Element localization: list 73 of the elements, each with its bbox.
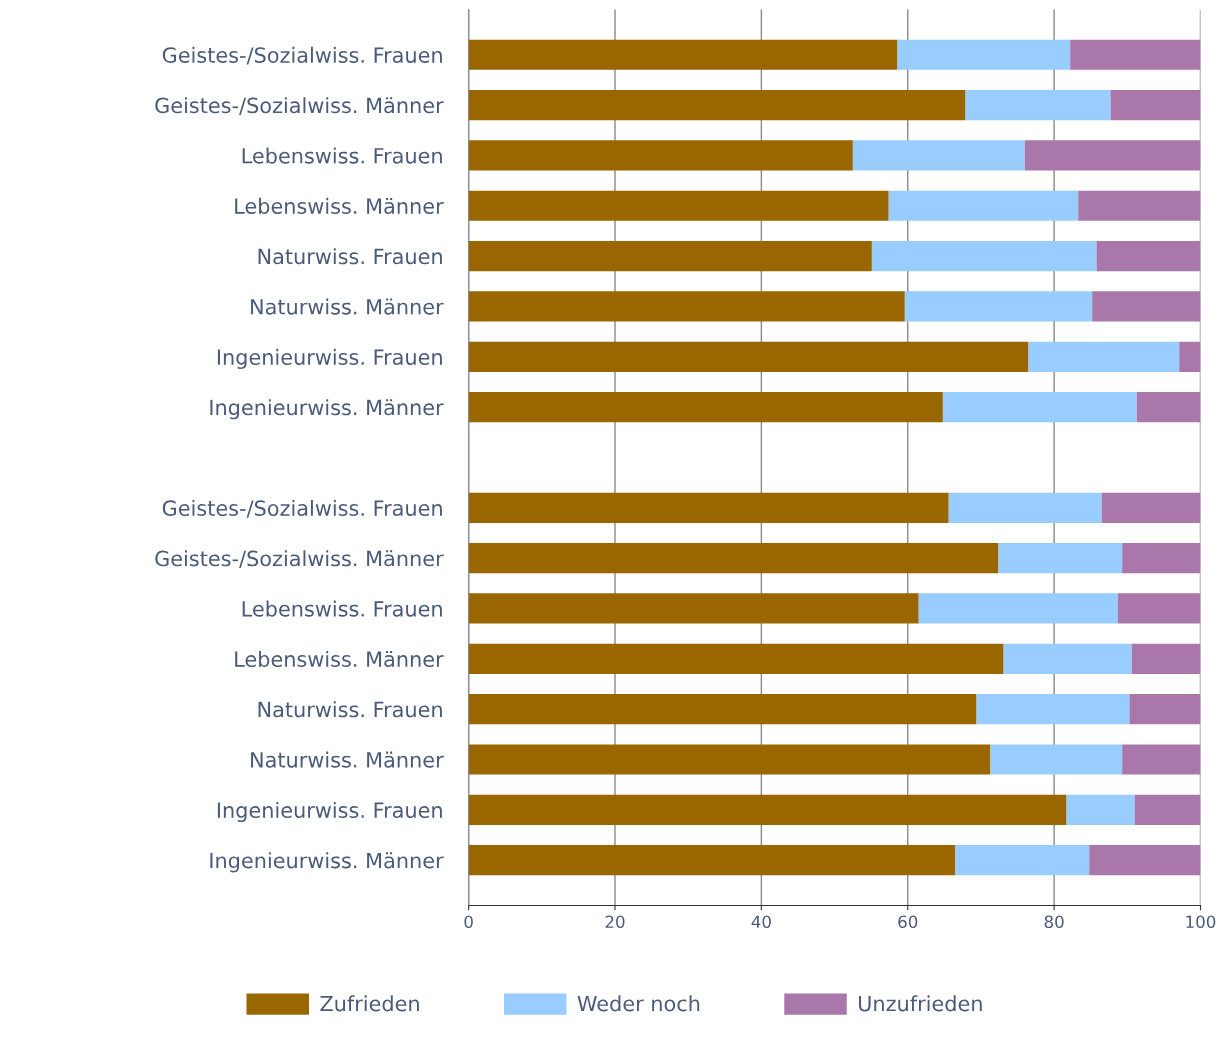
- bar: [888, 190, 1079, 221]
- y-tick-label: Ingenieurwiss. Frauen: [217, 801, 442, 823]
- bar: [904, 291, 1093, 322]
- x-tick-label: 0: [464, 915, 473, 929]
- bar: [468, 341, 1029, 372]
- bar: [468, 190, 889, 221]
- bar: [468, 140, 853, 171]
- bar: [468, 240, 872, 272]
- bar: [948, 492, 1102, 523]
- bar: [1024, 140, 1201, 171]
- y-tick-label: Geistes-/Sozialwiss. Frauen: [162, 46, 442, 65]
- y-tick-label: Ingenieurwiss. Männer: [210, 852, 444, 873]
- bar: [1179, 341, 1201, 372]
- y-tick-label: Geistes-/Sozialwiss. Männer: [155, 97, 444, 115]
- y-tick-label: Lebenswiss. Männer: [235, 197, 444, 214]
- bar: [1078, 190, 1201, 221]
- y-tick-label: Geistes-/Sozialwiss. Männer: [155, 550, 444, 568]
- bar: [976, 694, 1130, 725]
- bar: [1122, 744, 1201, 775]
- bar: [1136, 392, 1201, 423]
- bar: [1129, 694, 1201, 725]
- bar: [468, 543, 999, 574]
- y-tick-label: Geistes-/Sozialwiss. Frauen: [162, 499, 442, 518]
- x-tick-label: 60: [898, 915, 918, 929]
- bar: [918, 593, 1118, 624]
- bar: [1092, 291, 1201, 322]
- legend-label: Zufrieden: [320, 995, 419, 1012]
- legend-label: Weder noch: [577, 995, 700, 1012]
- y-tick-label: Lebenswiss. Männer: [235, 650, 444, 668]
- bar: [468, 492, 949, 523]
- bar: [1003, 643, 1132, 674]
- bar: [468, 89, 966, 121]
- bar: [1066, 794, 1135, 825]
- bar: [965, 89, 1111, 121]
- bar: [468, 643, 1004, 674]
- bar: [468, 794, 1067, 825]
- y-tick-label: Naturwiss. Männer: [251, 751, 444, 768]
- bar: [1096, 240, 1201, 272]
- bar: [852, 140, 1025, 171]
- x-tick-label: 80: [1044, 915, 1064, 929]
- bar: [468, 845, 956, 876]
- bar: [955, 845, 1090, 876]
- y-tick-label: Naturwiss. Frauen: [258, 248, 442, 265]
- bar: [998, 543, 1123, 574]
- y-tick-label: Ingenieurwiss. Frauen: [217, 348, 442, 370]
- x-tick-label: 100: [1186, 915, 1216, 929]
- legend-label: Unzufrieden: [858, 995, 982, 1012]
- x-tick-label: 40: [751, 915, 771, 929]
- bar: [1110, 89, 1201, 121]
- bar: [871, 240, 1097, 272]
- bar: [468, 291, 905, 322]
- bar: [468, 39, 898, 70]
- bar: [468, 744, 991, 775]
- bar: [990, 744, 1123, 775]
- bar: [942, 392, 1137, 423]
- bar: [468, 392, 943, 423]
- bar: [1134, 794, 1201, 825]
- bar: [468, 694, 977, 725]
- y-tick-label: Lebenswiss. Frauen: [242, 600, 442, 617]
- y-tick-label: Lebenswiss. Frauen: [242, 147, 442, 164]
- bar: [1028, 341, 1180, 372]
- bar: [1101, 492, 1201, 523]
- bar: [1117, 593, 1201, 624]
- y-tick-label: Ingenieurwiss. Männer: [210, 399, 444, 420]
- bar: [897, 39, 1071, 70]
- x-tick-label: 20: [605, 915, 625, 929]
- bar: [1122, 543, 1201, 574]
- bar: [1070, 39, 1201, 70]
- y-tick-label: Naturwiss. Frauen: [258, 701, 442, 718]
- bar: [468, 593, 919, 624]
- bar: [1089, 845, 1201, 876]
- y-tick-label: Naturwiss. Männer: [251, 298, 444, 315]
- bar: [1131, 643, 1201, 674]
